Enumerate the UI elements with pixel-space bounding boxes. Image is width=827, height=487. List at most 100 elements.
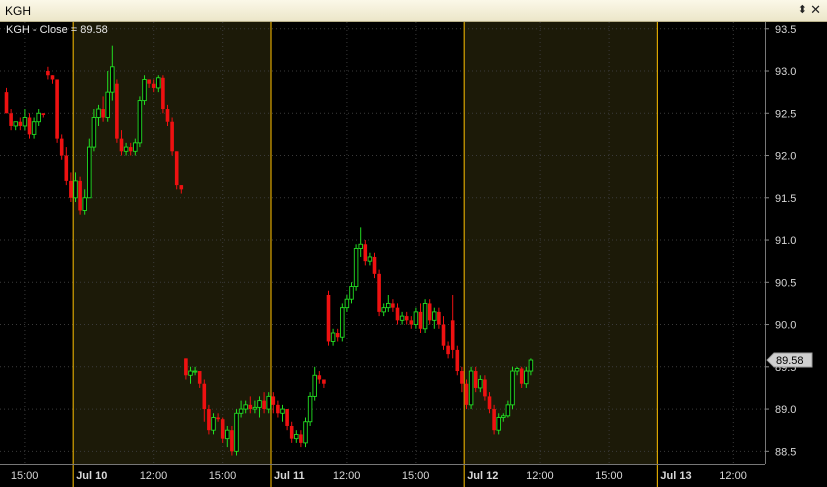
- candle-body-down: [276, 404, 280, 414]
- candle-body-down: [202, 383, 207, 410]
- candle-body-down: [487, 396, 492, 410]
- price-tick-label: 92.5: [775, 108, 796, 120]
- candle-body-down: [161, 77, 165, 110]
- candle-body-down: [322, 379, 326, 384]
- candle-body-down: [115, 83, 119, 139]
- candle-body-down: [299, 434, 303, 443]
- shaded-sessions: [73, 22, 658, 464]
- candle-body-up: [36, 112, 41, 123]
- candle-body-down: [427, 303, 432, 321]
- grid-lines: [0, 22, 765, 464]
- candlestick-chart[interactable]: 88.589.089.590.090.591.091.592.092.593.0…: [0, 22, 827, 487]
- candle-body-up: [257, 400, 262, 408]
- shaded-session: [464, 22, 658, 464]
- time-tick-label: 12:00: [140, 470, 168, 482]
- candle-body-up: [123, 146, 129, 152]
- candle-body-down: [220, 419, 225, 439]
- candle-body-down: [101, 109, 105, 118]
- candle-body-up: [91, 117, 97, 148]
- candle-body-up: [422, 302, 428, 330]
- candle-body-down: [326, 294, 331, 342]
- candle-body-down: [446, 345, 450, 355]
- candle-body-up: [31, 121, 37, 135]
- candle-body-down: [519, 368, 524, 384]
- candle-body-up: [501, 415, 506, 418]
- time-tick-label: Jul 10: [76, 470, 107, 482]
- candle-body-up: [344, 298, 350, 309]
- time-tick-label: Jul 13: [660, 470, 691, 482]
- candle-body-up: [137, 100, 143, 144]
- candle-body-up: [524, 370, 529, 385]
- candle-body-up: [399, 315, 405, 321]
- time-tick-label: Jul 11: [274, 470, 305, 482]
- price-tick-label: 88.5: [775, 446, 796, 458]
- candle-body-up: [303, 421, 308, 444]
- candle-body-down: [41, 113, 46, 115]
- window-titlebar[interactable]: KGH ⬍ ✕: [0, 0, 827, 22]
- candle-body-up: [22, 117, 28, 127]
- candle-body-up: [307, 395, 313, 423]
- candle-body-up: [142, 79, 147, 102]
- candle-body-up: [252, 406, 258, 410]
- candle-body-down: [55, 79, 59, 139]
- candle-body-up: [468, 370, 474, 406]
- candle-body-down: [492, 409, 496, 431]
- time-tick-label: Jul 12: [467, 470, 498, 482]
- candle-body-down: [46, 71, 50, 76]
- time-tick-label: 12:00: [719, 470, 747, 482]
- candle-body-up: [211, 417, 216, 431]
- candle-body-up: [105, 91, 110, 118]
- candle-body-up: [234, 412, 239, 452]
- price-tick-label: 93.5: [775, 24, 796, 36]
- candle-body-down: [248, 404, 253, 410]
- candle-body-down: [418, 311, 423, 329]
- candle-body-down: [179, 185, 184, 190]
- candle-body-up: [87, 146, 92, 199]
- candle-body-down: [317, 375, 322, 380]
- candle-body-down: [59, 138, 64, 156]
- candle-body-down: [437, 311, 441, 325]
- candle-body-up: [110, 66, 115, 93]
- candle-body-up: [330, 332, 336, 342]
- pin-icon[interactable]: ⬍: [797, 4, 807, 16]
- candle-body-up: [243, 404, 248, 410]
- time-tick-label: 12:00: [333, 470, 361, 482]
- candle-body-up: [367, 256, 373, 262]
- candle-body-down: [372, 256, 377, 274]
- price-tick-label: 93.0: [775, 66, 796, 78]
- time-tick-label: 15:00: [11, 470, 39, 482]
- candle-body-down: [363, 244, 368, 262]
- candle-body-up: [381, 307, 386, 313]
- candle-body-down: [262, 400, 266, 410]
- candle-body-up: [353, 248, 359, 287]
- candle-body-down: [4, 92, 9, 114]
- candle-body-up: [280, 408, 285, 414]
- candle-body-up: [386, 302, 391, 309]
- candle-body-down: [285, 409, 289, 426]
- candle-body-up: [496, 417, 501, 431]
- candle-body-down: [289, 425, 294, 439]
- day-separators: [72, 22, 659, 487]
- candle-body-down: [391, 303, 395, 308]
- last-value-label: 89.58: [776, 355, 804, 367]
- candle-body-down: [335, 333, 340, 338]
- candle-body-down: [119, 138, 124, 152]
- candle-body-up: [505, 404, 511, 417]
- price-tick-label: 90.0: [775, 320, 796, 332]
- candles: [4, 45, 534, 456]
- candle-body-down: [455, 349, 460, 372]
- last-value-marker: 89.58: [766, 352, 813, 368]
- candle-body-up: [96, 108, 101, 118]
- candle-body-down: [9, 113, 13, 126]
- time-tick-label: 15:00: [209, 470, 237, 482]
- close-icon[interactable]: ✕: [810, 2, 821, 17]
- candle-body-up: [238, 408, 244, 414]
- shaded-session: [73, 22, 271, 464]
- candle-body-down: [460, 371, 464, 384]
- candle-body-up: [294, 433, 299, 440]
- candle-body-down: [473, 371, 478, 388]
- candle-body-up: [358, 243, 363, 249]
- price-tick-label: 91.5: [775, 193, 796, 205]
- candle-body-up: [13, 121, 18, 127]
